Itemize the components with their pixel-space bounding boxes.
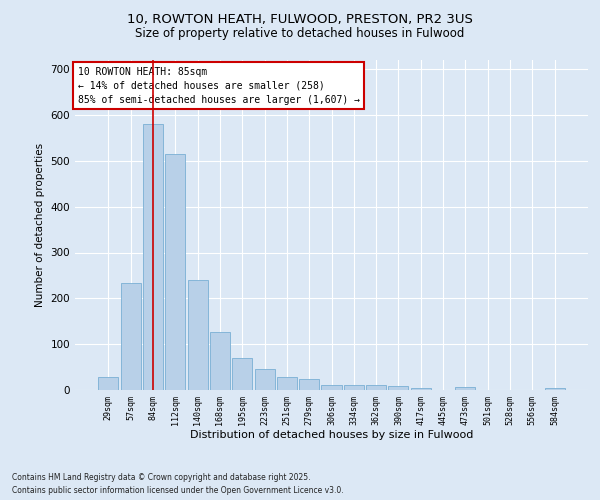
Text: 10 ROWTON HEATH: 85sqm
← 14% of detached houses are smaller (258)
85% of semi-de: 10 ROWTON HEATH: 85sqm ← 14% of detached…: [77, 66, 359, 104]
Bar: [277, 377, 297, 390]
Text: Contains public sector information licensed under the Open Government Licence v3: Contains public sector information licen…: [12, 486, 344, 495]
Bar: [411, 388, 431, 390]
Bar: [188, 280, 208, 390]
Text: 10, ROWTON HEATH, FULWOOD, PRESTON, PR2 3US: 10, ROWTON HEATH, FULWOOD, PRESTON, PR2 …: [127, 12, 473, 26]
Bar: [121, 283, 141, 390]
Bar: [322, 384, 341, 390]
Bar: [344, 385, 364, 390]
Bar: [254, 369, 275, 390]
Bar: [299, 379, 319, 390]
Text: Contains HM Land Registry data © Crown copyright and database right 2025.: Contains HM Land Registry data © Crown c…: [12, 474, 311, 482]
Bar: [143, 124, 163, 390]
Bar: [455, 387, 475, 390]
Bar: [545, 388, 565, 390]
Bar: [388, 386, 409, 390]
Text: Size of property relative to detached houses in Fulwood: Size of property relative to detached ho…: [136, 28, 464, 40]
Bar: [210, 332, 230, 390]
Bar: [165, 154, 185, 390]
Bar: [98, 377, 118, 390]
Bar: [232, 358, 252, 390]
X-axis label: Distribution of detached houses by size in Fulwood: Distribution of detached houses by size …: [190, 430, 473, 440]
Bar: [366, 385, 386, 390]
Y-axis label: Number of detached properties: Number of detached properties: [35, 143, 45, 307]
